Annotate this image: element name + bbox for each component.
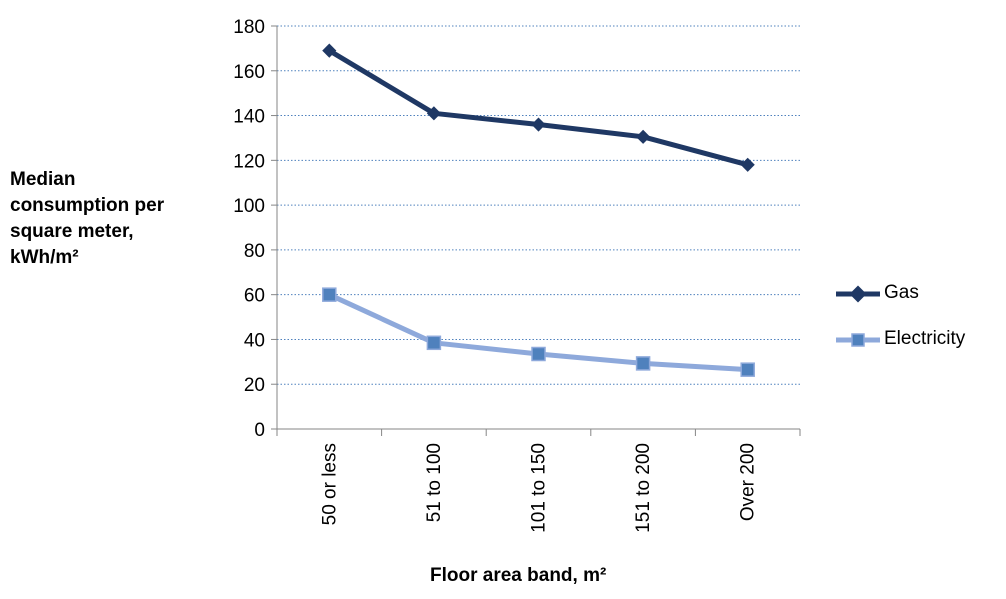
legend-key-electricity	[836, 333, 880, 347]
x-axis-label: Floor area band, m²	[430, 565, 607, 586]
legend-label-electricity: Electricity	[884, 328, 966, 349]
x-tick-label: 51 to 100	[424, 443, 445, 522]
y-tick-label: 140	[233, 107, 265, 128]
point-gas	[426, 106, 441, 121]
x-tick-label: 50 or less	[319, 443, 340, 525]
y-tick-label: 40	[244, 330, 265, 351]
y-axis-label-line: square meter,	[10, 221, 134, 242]
y-axis-label-line: Median	[10, 169, 76, 190]
legend-key-gas	[836, 285, 880, 303]
point-electricity	[635, 356, 651, 371]
y-tick-label: 100	[233, 196, 265, 217]
point-electricity	[740, 362, 755, 377]
x-tick-label: 101 to 150	[529, 443, 550, 533]
y-tick-label: 120	[233, 151, 265, 172]
point-gas	[322, 43, 337, 58]
y-tick-label: 60	[244, 286, 265, 307]
point-gas	[636, 129, 651, 144]
legend-label-gas: Gas	[884, 282, 919, 303]
x-tick-label: Over 200	[738, 443, 759, 521]
y-tick-label: 0	[254, 420, 265, 441]
x-tick-label: 151 to 200	[633, 443, 654, 533]
y-tick-label: 80	[244, 241, 265, 262]
y-axis-label-line: kWh/m²	[10, 247, 79, 268]
series-line-gas	[328, 48, 749, 168]
y-axis-label-line: consumption per	[10, 195, 165, 216]
y-tick-label: 180	[233, 17, 265, 38]
point-gas	[531, 117, 546, 132]
y-tick-label: 20	[244, 375, 265, 396]
point-gas	[740, 157, 755, 172]
point-electricity	[531, 346, 546, 362]
y-tick-label: 160	[233, 62, 265, 83]
y-axis-label: Median consumption per square meter, kWh…	[10, 167, 210, 271]
point-electricity	[426, 335, 442, 351]
point-electricity	[322, 287, 337, 302]
